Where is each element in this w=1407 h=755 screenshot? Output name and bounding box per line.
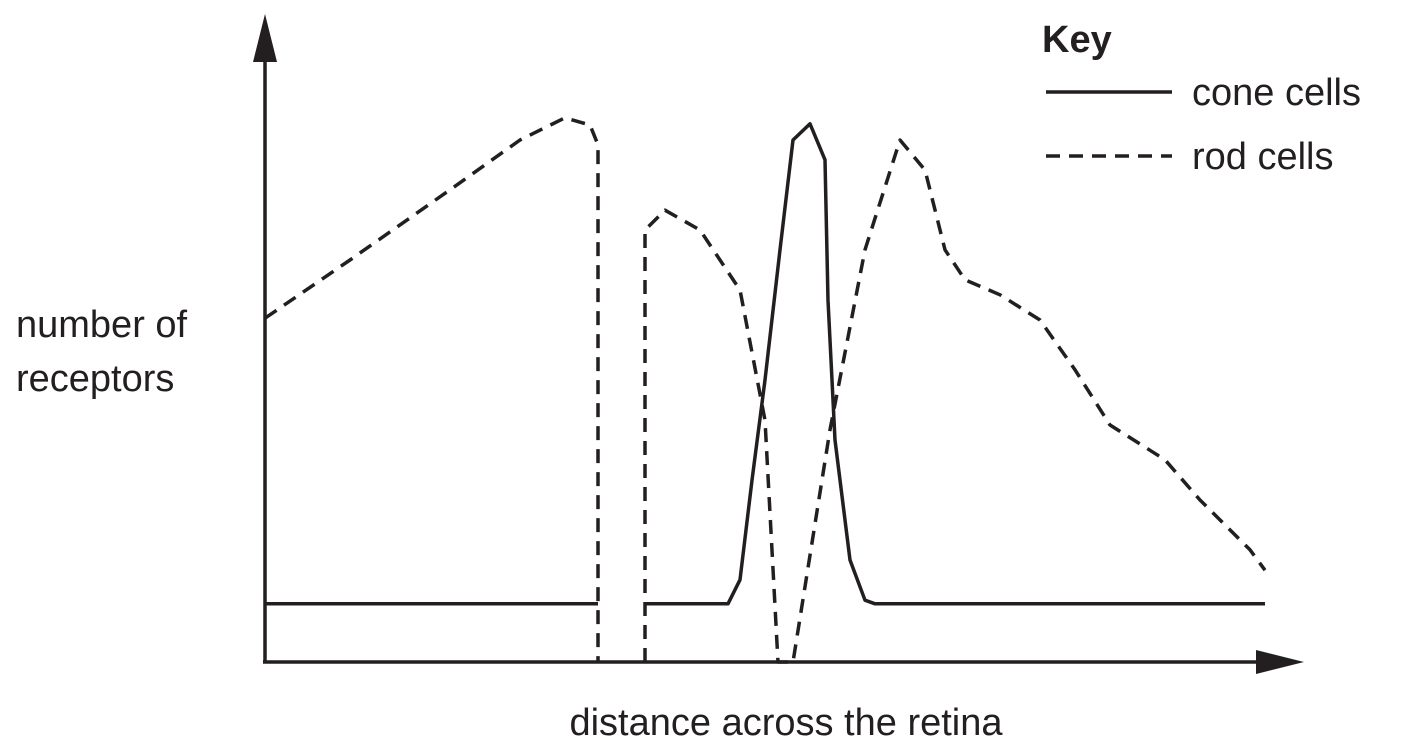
legend-label: cone cells	[1192, 72, 1361, 114]
x-axis-arrow	[1256, 650, 1304, 674]
legend-label: rod cells	[1192, 136, 1334, 178]
data-line	[264, 116, 1267, 664]
y-axis-arrow	[253, 14, 277, 62]
x-axis-label: distance across the retina	[569, 702, 1003, 744]
data-line	[265, 122, 1265, 606]
legend-title: Key	[1042, 19, 1112, 61]
y-axis-label: number of receptors	[16, 304, 188, 400]
